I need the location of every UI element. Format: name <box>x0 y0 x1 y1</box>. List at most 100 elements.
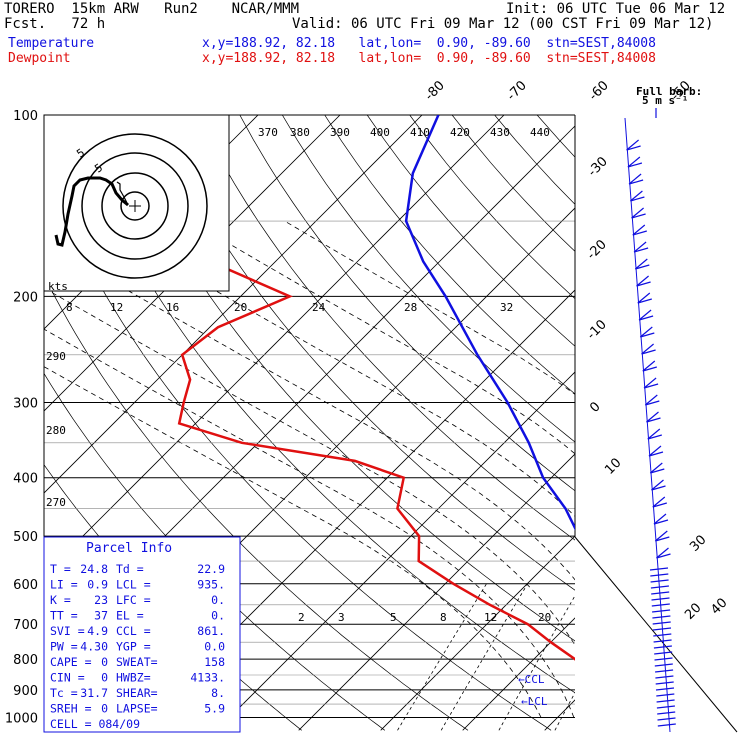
temperature-tick-label: -60 <box>586 78 612 104</box>
wind-barb <box>650 585 669 589</box>
wind-barb <box>654 657 673 661</box>
parcel-param-label: LAPSE= <box>116 702 158 716</box>
legend-temperature: Temperature <box>8 36 95 51</box>
temperature-location: x,y=188.92, 82.18 lat,lon= 0.90, -89.60 … <box>202 36 656 51</box>
wind-barb <box>653 513 669 525</box>
hodograph-trace <box>54 176 129 247</box>
mixing-ratio-label: 12 <box>484 611 497 624</box>
pressure-tick-label: 100 <box>13 109 38 124</box>
mixing-ratio-line <box>498 594 575 731</box>
temperature-tick-label: 30 <box>687 533 709 555</box>
parcel-param-label: EL = <box>116 609 144 623</box>
pressure-tick-label: 700 <box>13 618 38 633</box>
parcel-param-value: 0.0 <box>204 640 225 654</box>
parcel-param-label: TT = <box>50 609 78 623</box>
temperature-tick-label: 10 <box>602 456 624 478</box>
moist-adiabat-label: 12 <box>110 301 123 314</box>
parcel-param-value: 0 <box>101 702 108 716</box>
wind-barb <box>650 579 669 583</box>
temperature-tick-label: -30 <box>585 154 611 180</box>
wind-barb <box>648 445 664 457</box>
wind-barb <box>656 547 671 559</box>
wind-barb <box>657 711 676 715</box>
dry-adiabat <box>196 115 575 541</box>
wind-barb <box>654 530 670 542</box>
wind-barb <box>628 173 644 185</box>
wind-barb <box>642 360 657 372</box>
isotherm <box>709 87 740 730</box>
parcel-param-label: PW = <box>50 640 78 654</box>
model-title: TORERO 15km ARW Run2 NCAR/MMM <box>4 1 300 17</box>
wind-barb <box>652 496 667 508</box>
parcel-param-value: 24.8 <box>80 562 108 576</box>
parcel-param-label: HWBZ= <box>116 671 151 685</box>
wind-barb <box>652 609 671 613</box>
isotherm <box>462 617 575 731</box>
parcel-param-value: 861. <box>197 624 225 638</box>
wind-barb <box>651 603 670 607</box>
moist-adiabat <box>190 220 575 455</box>
moist-adiabat-label: 8 <box>66 301 73 314</box>
moist-adiabat <box>44 328 575 718</box>
wind-barb-staff <box>624 117 671 733</box>
isotherm <box>44 115 423 494</box>
wind-barb <box>633 241 649 253</box>
isotherm <box>44 115 505 576</box>
temperature-tick-label: 40 <box>708 596 730 618</box>
wind-barb <box>655 675 674 679</box>
wind-barb <box>634 258 650 270</box>
pressure-tick-label: 600 <box>13 578 38 593</box>
wind-barb <box>641 343 656 355</box>
barb-legend-value: 5 m s⁻¹ <box>642 94 688 107</box>
parcel-param-label: CCL = <box>116 624 151 638</box>
parcel-param-value: 0. <box>211 609 225 623</box>
wind-barb <box>632 224 647 236</box>
theta-e-label: 280 <box>46 424 66 437</box>
pressure-tick-label: 200 <box>13 290 38 305</box>
moist-adiabat <box>44 366 542 718</box>
dry-adiabat <box>451 115 575 252</box>
wind-barb <box>657 717 676 721</box>
parcel-cell-motion: CELL = 084/09 <box>50 717 140 731</box>
parcel-param-value: 0.9 <box>87 578 108 592</box>
parcel-param-value: 0 <box>101 671 108 685</box>
parcel-param-value: 5.9 <box>204 702 225 716</box>
mixing-ratio-label: 2 <box>298 611 305 624</box>
temperature-tick-label: -20 <box>584 237 610 263</box>
parcel-param-label: LFC = <box>116 593 151 607</box>
wind-barb <box>631 207 646 219</box>
wind-barb <box>652 621 671 625</box>
isotherm <box>544 699 575 731</box>
wind-barb <box>654 663 673 667</box>
temperature-profile <box>404 115 575 531</box>
theta-e-label: 270 <box>46 496 66 509</box>
wind-barb <box>636 275 651 287</box>
parcel-param-value: 23 <box>94 593 108 607</box>
dry-adiabat <box>679 87 740 730</box>
wind-barb <box>626 139 641 151</box>
wind-barb <box>627 156 643 168</box>
temperature-tick-label: -70 <box>504 78 530 104</box>
parcel-param-label: LCL = <box>116 578 151 592</box>
wind-barb <box>646 411 661 423</box>
moist-adiabat-label: 16 <box>166 301 179 314</box>
parcel-param-label: SWEAT= <box>116 655 158 669</box>
parcel-param-label: CAPE = <box>50 655 92 669</box>
wind-barb <box>637 292 652 304</box>
parcel-info-panel: Parcel Info T = 24.8 Td = 22.9 LI = 0.9 LCL = 9… <box>43 536 241 733</box>
dewpoint-location: x,y=188.92, 82.18 lat,lon= 0.90, -89.60 … <box>202 51 656 66</box>
valid-time: Valid: 06 UTC Fri 09 Mar 12 (00 CST Fri … <box>292 16 714 32</box>
wind-barb <box>649 462 665 474</box>
moist-adiabat <box>44 287 575 646</box>
temperature-tick-label: -80 <box>422 78 448 104</box>
init-time: Init: 06 UTC Tue 06 Mar 12 <box>506 1 726 17</box>
wind-barb <box>638 309 654 321</box>
moist-adiabat-label: 32 <box>500 301 513 314</box>
theta-label: 440 <box>530 126 550 139</box>
wind-barb <box>653 633 672 637</box>
dewpoint-profile <box>165 115 575 661</box>
parcel-param-value: 935. <box>197 578 225 592</box>
mixing-ratio-label: 5 <box>390 611 397 624</box>
moist-adiabat <box>284 220 575 395</box>
dry-adiabat <box>324 115 575 395</box>
